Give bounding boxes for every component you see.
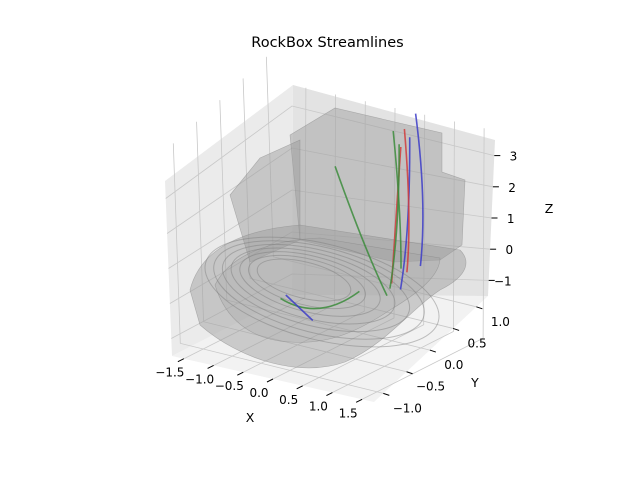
- streamline-blue: [285, 294, 314, 322]
- grid-line-y: [219, 100, 430, 351]
- z-tick-label: 2: [508, 181, 516, 195]
- x-tick: [296, 385, 303, 390]
- bowl-hull: [189, 224, 467, 369]
- box-back-face: [289, 107, 466, 263]
- x-axis-label: X: [246, 410, 255, 425]
- pane-floor: [172, 295, 488, 402]
- x-tick: [207, 365, 214, 369]
- grid-line-z: [166, 147, 493, 234]
- pane-right: [292, 85, 495, 296]
- y-tick: [406, 371, 413, 375]
- y-tick: [429, 349, 436, 353]
- z-tick-label: 0: [505, 243, 513, 257]
- grid-line-z: [171, 273, 489, 339]
- grid-line-z: [168, 189, 492, 269]
- x-tick-label: 0.0: [249, 386, 268, 400]
- y-tick: [452, 327, 460, 331]
- grid-line-x: [272, 107, 396, 380]
- x-tick-label: −1.5: [155, 366, 184, 380]
- x-tick: [237, 371, 244, 376]
- streamline-blue: [399, 137, 411, 290]
- axis-ticks: −1.5 −1.0 −0.5 0.0 0.5 1.0 1.5 −1.0−0.50.00.51.…: [155, 150, 517, 421]
- streamline-green: [392, 131, 402, 269]
- streamline-green: [280, 290, 360, 310]
- x-tick: [177, 358, 185, 363]
- grid-line-y: [242, 78, 454, 329]
- y-tick-label: 0.5: [468, 336, 487, 350]
- y-tick-label: 1.0: [491, 315, 510, 329]
- bowl-ring: [204, 236, 440, 348]
- streamline-red: [403, 128, 410, 273]
- pane-left: [165, 85, 293, 356]
- grid-line-x: [183, 87, 307, 360]
- bowl-inner: [214, 237, 441, 343]
- grid-line-y: [196, 121, 407, 373]
- y-tick-label: −0.5: [416, 380, 445, 394]
- y-tick-label: −1.0: [393, 401, 422, 415]
- x-tick-label: 0.5: [279, 393, 298, 407]
- grid-line-y: [172, 143, 384, 394]
- bowl-ring: [256, 258, 352, 302]
- streamlines: [280, 113, 424, 322]
- x-tick: [326, 392, 333, 396]
- y-axis-label: Y: [470, 375, 479, 390]
- grid-line-x: [361, 128, 485, 400]
- grid-line-z: [169, 231, 491, 304]
- z-tick-label: 1: [507, 212, 515, 226]
- grid-line-z: [165, 105, 495, 199]
- z-tick-label: 3: [510, 150, 518, 164]
- x-tick-label: −0.5: [215, 379, 244, 393]
- chart-title: RockBox Streamlines: [251, 35, 404, 51]
- bowl-ring: [230, 247, 396, 325]
- grid-lines: [165, 56, 495, 400]
- y-tick-label: 0.0: [444, 358, 463, 372]
- x-tick-label: −1.0: [185, 372, 214, 386]
- x-tick-label: 1.5: [339, 406, 358, 420]
- x-tick: [355, 398, 363, 403]
- streamline-green: [334, 166, 388, 297]
- streamline-blue: [414, 113, 424, 267]
- y-tick: [476, 306, 483, 310]
- grid-line-x: [302, 114, 426, 387]
- x-tick: [266, 378, 274, 383]
- y-tick: [383, 392, 390, 396]
- streamline-green: [389, 144, 400, 289]
- bowl-ring: [221, 243, 411, 333]
- box-side-face: [229, 139, 301, 263]
- rockbox-surface: [189, 107, 467, 369]
- grid-line-x: [332, 121, 455, 393]
- bowl-ring: [213, 240, 425, 340]
- grid-line-x: [243, 101, 366, 373]
- bowl-ring: [248, 254, 366, 310]
- x-tick-label: 1.0: [309, 400, 328, 414]
- z-axis-label: Z: [545, 201, 554, 216]
- z-tick-label: −1: [494, 274, 512, 288]
